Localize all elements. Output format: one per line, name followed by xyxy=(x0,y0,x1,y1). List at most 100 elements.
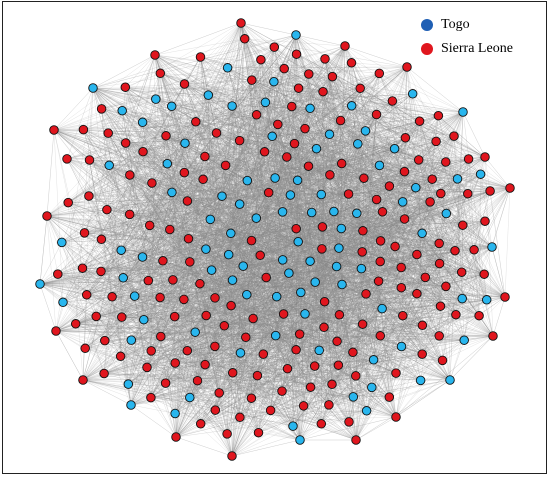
edge xyxy=(245,337,294,427)
edge xyxy=(160,190,491,298)
edge xyxy=(39,66,408,285)
edge xyxy=(39,283,276,336)
edge xyxy=(189,397,228,435)
edge xyxy=(92,87,176,414)
edge xyxy=(92,87,269,193)
node-togo xyxy=(190,327,200,337)
node-sierra-leone xyxy=(402,62,412,72)
edge xyxy=(418,159,486,222)
edge xyxy=(348,201,403,422)
edge xyxy=(175,333,300,438)
edge xyxy=(134,158,469,297)
edge xyxy=(109,165,397,418)
edge xyxy=(246,66,408,295)
edge xyxy=(219,392,228,434)
node-togo xyxy=(129,291,140,301)
edge xyxy=(121,34,297,251)
edge xyxy=(53,129,372,388)
edge xyxy=(174,249,475,317)
edge xyxy=(245,335,494,338)
edge xyxy=(39,248,322,285)
edge xyxy=(129,174,506,298)
edge xyxy=(53,129,421,381)
edge xyxy=(125,142,451,381)
node-sierra-leone xyxy=(170,358,180,368)
edge xyxy=(331,66,408,385)
edge xyxy=(298,241,357,441)
edge xyxy=(200,187,511,424)
edge xyxy=(208,94,494,337)
edge xyxy=(175,398,252,438)
edge xyxy=(189,261,301,441)
edge xyxy=(230,45,346,234)
edge xyxy=(82,368,288,381)
node-sierra-leone xyxy=(420,272,431,283)
edge xyxy=(395,335,494,418)
edge xyxy=(104,373,451,381)
edge xyxy=(331,73,380,385)
edge xyxy=(257,45,346,376)
edge xyxy=(321,335,381,424)
edge xyxy=(412,93,455,137)
node-sierra-leone xyxy=(387,96,398,106)
node-sierra-leone xyxy=(371,194,382,205)
edge xyxy=(244,38,346,47)
edge xyxy=(61,54,297,243)
edge xyxy=(160,73,259,433)
edge xyxy=(148,280,506,298)
node-sierra-leone xyxy=(351,371,361,381)
node-sierra-leone xyxy=(78,375,88,385)
node-sierra-leone xyxy=(384,392,395,402)
edge xyxy=(82,211,383,381)
edge xyxy=(395,201,431,418)
edge xyxy=(89,159,397,418)
node-togo xyxy=(415,375,426,386)
edge xyxy=(224,38,245,326)
edge xyxy=(231,105,506,298)
edge xyxy=(355,286,447,441)
edge xyxy=(150,335,494,398)
node-sierra-leone xyxy=(335,115,346,126)
edge xyxy=(39,254,229,285)
edge xyxy=(231,194,322,457)
edge xyxy=(150,156,486,398)
node-sierra-leone xyxy=(156,331,166,342)
node-sierra-leone xyxy=(333,360,344,370)
edge xyxy=(355,379,451,441)
node-sierra-leone xyxy=(252,370,263,381)
edge xyxy=(348,193,506,298)
edge xyxy=(53,87,94,131)
edge xyxy=(299,134,330,441)
edge xyxy=(148,280,301,441)
edge xyxy=(159,297,301,441)
edge xyxy=(282,259,301,441)
node-togo xyxy=(57,237,67,248)
edge xyxy=(240,22,294,427)
edge xyxy=(395,174,481,374)
node-togo xyxy=(117,105,127,116)
edge xyxy=(461,246,493,273)
edge xyxy=(300,292,451,381)
edge xyxy=(379,165,481,175)
edge xyxy=(150,230,364,398)
edge xyxy=(214,346,350,423)
edge xyxy=(231,76,333,457)
edge xyxy=(53,129,325,302)
node-sierra-leone xyxy=(63,197,73,208)
node-sierra-leone xyxy=(277,386,287,396)
edge xyxy=(295,34,397,418)
edge xyxy=(68,202,84,381)
edge xyxy=(175,212,312,438)
edge xyxy=(150,58,326,398)
edge xyxy=(344,45,456,251)
edge xyxy=(92,87,132,406)
node-sierra-leone xyxy=(53,269,63,279)
edge xyxy=(55,212,312,332)
node-sierra-leone xyxy=(179,79,190,89)
edge xyxy=(53,129,363,253)
edge xyxy=(53,129,301,441)
edge xyxy=(125,111,464,144)
edge xyxy=(230,305,233,457)
edge xyxy=(174,62,352,414)
edge xyxy=(184,83,464,113)
